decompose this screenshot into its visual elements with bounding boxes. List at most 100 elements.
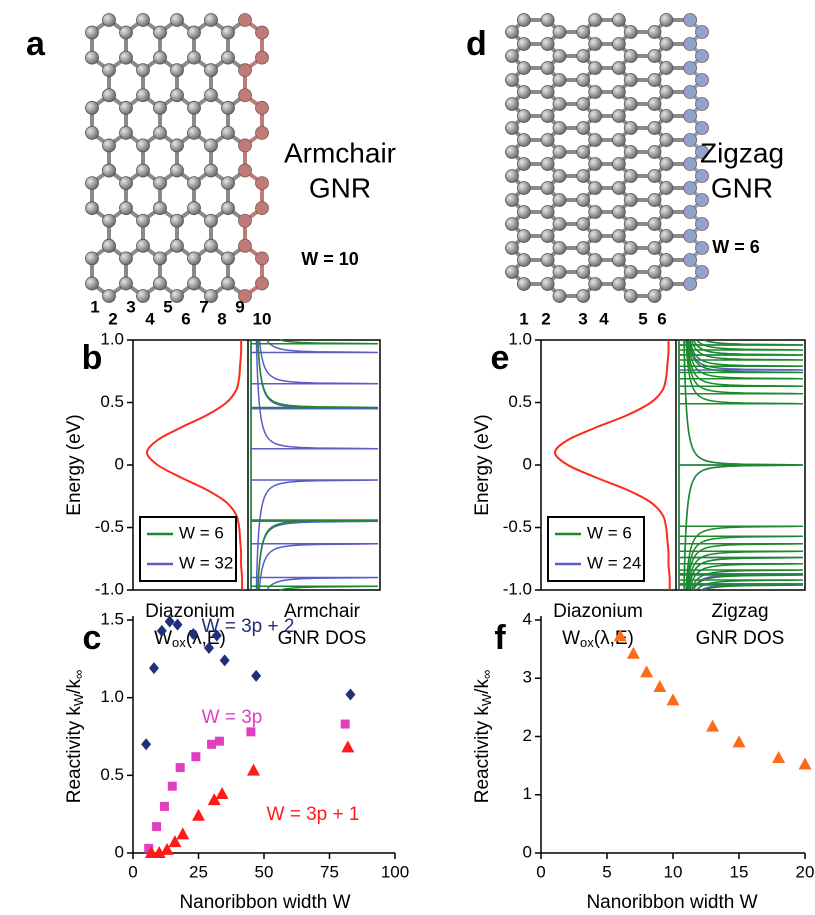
atom <box>120 26 133 39</box>
atom <box>589 254 602 267</box>
atom <box>541 182 554 195</box>
atom <box>86 177 99 190</box>
marker <box>653 680 666 692</box>
atom <box>541 38 554 51</box>
marker <box>152 822 161 831</box>
atom <box>660 38 673 51</box>
atom <box>696 266 709 279</box>
atom <box>154 51 167 64</box>
y-axis-label-part: Reactivity k <box>64 706 85 804</box>
atom <box>222 126 235 139</box>
series-annotation: W = 3p + 2 <box>202 616 295 637</box>
dos-singularity <box>251 521 378 589</box>
atom <box>256 177 269 190</box>
site-number: 10 <box>253 309 272 328</box>
panel-letter: f <box>494 619 506 657</box>
y-axis-label-part: W <box>479 693 494 706</box>
atom <box>660 182 673 195</box>
y-axis-label: Reactivity kW/k∞ <box>64 670 86 803</box>
dos-singularity <box>251 340 378 352</box>
atom <box>188 177 201 190</box>
atom <box>648 26 661 39</box>
ribbon-name: Zigzag <box>700 137 784 168</box>
atom <box>660 86 673 99</box>
atom <box>171 164 184 177</box>
atom <box>171 214 184 227</box>
atom <box>589 110 602 123</box>
atom <box>684 254 697 267</box>
atom <box>577 266 590 279</box>
atom <box>188 101 201 114</box>
atom <box>589 134 602 147</box>
y-tick-label: 2 <box>523 726 532 745</box>
atom <box>589 278 602 291</box>
atom <box>137 290 150 303</box>
y-tick-label: 1 <box>523 784 532 803</box>
atom <box>541 110 554 123</box>
atom <box>517 134 530 147</box>
atom <box>684 86 697 99</box>
y-tick-label: 0 <box>523 842 532 861</box>
atom <box>541 14 554 27</box>
atom <box>256 277 269 290</box>
atom <box>506 122 519 135</box>
panel-letter: e <box>491 339 510 377</box>
atom <box>648 266 661 279</box>
atom <box>103 290 116 303</box>
atom <box>577 122 590 135</box>
atom <box>660 134 673 147</box>
marker <box>176 827 189 839</box>
atom <box>517 254 530 267</box>
marker <box>247 764 260 776</box>
atom <box>103 164 116 177</box>
y-tick-label: 0 <box>523 454 532 473</box>
atom <box>188 252 201 265</box>
panel-letter: b <box>82 339 103 377</box>
y-axis-label-part: Reactivity k <box>472 706 493 804</box>
atom <box>696 98 709 111</box>
y-axis-label: Energy (eV) <box>472 414 493 515</box>
marker <box>640 665 653 677</box>
atom <box>624 170 637 183</box>
atom <box>577 290 590 303</box>
atom <box>154 177 167 190</box>
legend-label: W = 6 <box>179 523 224 542</box>
atom <box>222 101 235 114</box>
atom <box>696 122 709 135</box>
atom <box>188 126 201 139</box>
atom <box>696 194 709 207</box>
atom <box>222 252 235 265</box>
zigzag-lattice <box>506 14 709 303</box>
atom <box>205 64 218 77</box>
panel-letter: a <box>26 25 46 63</box>
atom <box>506 74 519 87</box>
atom <box>589 86 602 99</box>
atom <box>154 202 167 215</box>
atom <box>612 134 625 147</box>
legend-label: W = 24 <box>587 553 641 572</box>
atom <box>684 230 697 243</box>
atom <box>154 126 167 139</box>
atom <box>506 266 519 279</box>
atom <box>171 14 184 27</box>
atom <box>624 194 637 207</box>
y-axis-label-part: /k <box>64 679 85 694</box>
atom <box>120 177 133 190</box>
site-number: 5 <box>638 309 647 328</box>
atom <box>103 139 116 152</box>
y-tick-label: 0.5 <box>508 392 532 411</box>
atom <box>517 278 530 291</box>
atom <box>256 252 269 265</box>
atom <box>120 202 133 215</box>
marker <box>706 720 719 732</box>
atom <box>188 202 201 215</box>
atom <box>577 242 590 255</box>
dos-singularity <box>251 578 378 590</box>
atom <box>256 26 269 39</box>
atom <box>624 122 637 135</box>
atom <box>86 202 99 215</box>
atom <box>589 62 602 75</box>
atom <box>506 50 519 63</box>
atom <box>103 239 116 252</box>
atom <box>612 86 625 99</box>
